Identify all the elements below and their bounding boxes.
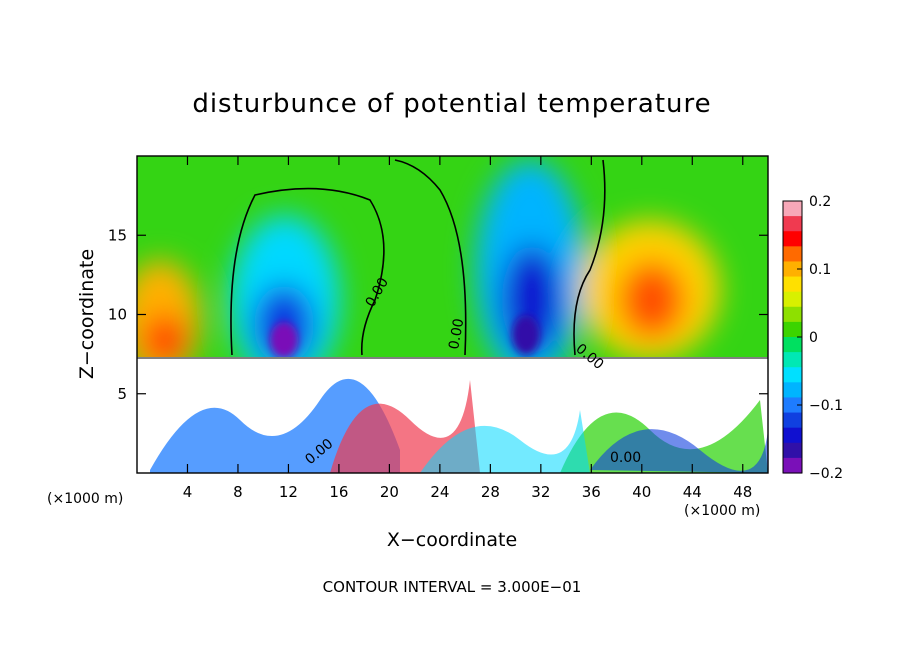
colorbar-tick-label: 0.1: [809, 262, 831, 278]
warm-core-left: [143, 315, 187, 365]
colorbar-swatch: [783, 337, 802, 353]
zero-contour-2: [394, 159, 467, 356]
colorbar-swatch: [783, 276, 802, 293]
x-axis: 4 8 12 16 20 24 28 32 36 40 44 48: [183, 156, 752, 501]
x-unit-left: (×1000 m): [47, 491, 123, 507]
y-tick-label: 15: [108, 226, 127, 244]
x-tick-label: 4: [183, 483, 193, 501]
zero-contour-1: [230, 187, 385, 356]
contour-interval-note: CONTOUR INTERVAL = 3.000E−01: [323, 578, 582, 596]
y-axis-label: Z−coordinate: [76, 249, 98, 379]
lower-layer-cold-band-1: [150, 378, 400, 473]
y-axis: 5 10 15: [108, 226, 768, 403]
plot-area: 0.00 0.00 0.00 0.00 0.00: [137, 156, 768, 473]
x-tick-label: 32: [531, 483, 550, 501]
colorbar-tick-label: 0.2: [809, 194, 831, 210]
colorbar-swatch: [783, 321, 802, 338]
colorbar-swatch: [783, 306, 802, 323]
x-tick-label: 28: [481, 483, 500, 501]
colorbar-swatch: [783, 412, 802, 429]
x-tick-label: 12: [279, 483, 298, 501]
contour-value-label: 0.00: [610, 450, 641, 466]
x-tick-label: 20: [380, 483, 399, 501]
colorbar-swatch: [783, 367, 802, 383]
colorbar-swatch: [783, 291, 802, 308]
x-tick-label: 44: [683, 483, 702, 501]
x-axis-label: X−coordinate: [387, 529, 517, 551]
chart-title: disturbunce of potential temperature: [192, 89, 711, 119]
colorbar-swatch: [783, 397, 802, 414]
colorbar-swatch: [783, 261, 802, 278]
colorbar-swatch: [783, 427, 802, 444]
x-unit-right: (×1000 m): [684, 503, 760, 519]
x-tick-label: 40: [632, 483, 651, 501]
lower-layer-cold-band-2: [590, 429, 768, 473]
zero-contour-3: [573, 159, 606, 356]
colorbar-swatch: [783, 382, 802, 399]
cold-peak-1: [270, 322, 298, 358]
colorbar-swatch: [783, 352, 802, 368]
colorbar: 0.2 0.1 0 −0.1 −0.2: [782, 194, 843, 482]
colorbar-tick-label: 0: [809, 330, 818, 346]
colorbar-swatch: [783, 231, 802, 247]
lower-layer-cyan-band: [420, 410, 590, 473]
x-tick-label: 16: [329, 483, 348, 501]
x-tick-label: 48: [733, 483, 752, 501]
colorbar-tick-label: −0.1: [809, 398, 843, 414]
colorbar-swatch: [783, 216, 802, 232]
lower-turbulent-layer: [137, 357, 768, 473]
contour-lines: [137, 159, 768, 359]
colorbar-swatch: [783, 246, 802, 263]
colorbar-swatch: [783, 201, 802, 217]
colorbar-tick-label: −0.2: [809, 466, 843, 482]
y-tick-label: 5: [117, 385, 127, 403]
warm-core-right: [620, 262, 684, 338]
colorbar-swatch: [783, 457, 802, 474]
upper-field-cores: [270, 315, 540, 358]
contour-value-label: 0.00: [446, 317, 467, 350]
x-tick-label: 24: [430, 483, 449, 501]
cold-peak-2: [512, 315, 540, 355]
y-tick-label: 10: [108, 306, 127, 324]
x-tick-label: 36: [582, 483, 601, 501]
x-tick-label: 8: [233, 483, 243, 501]
colorbar-swatch: [783, 442, 802, 459]
